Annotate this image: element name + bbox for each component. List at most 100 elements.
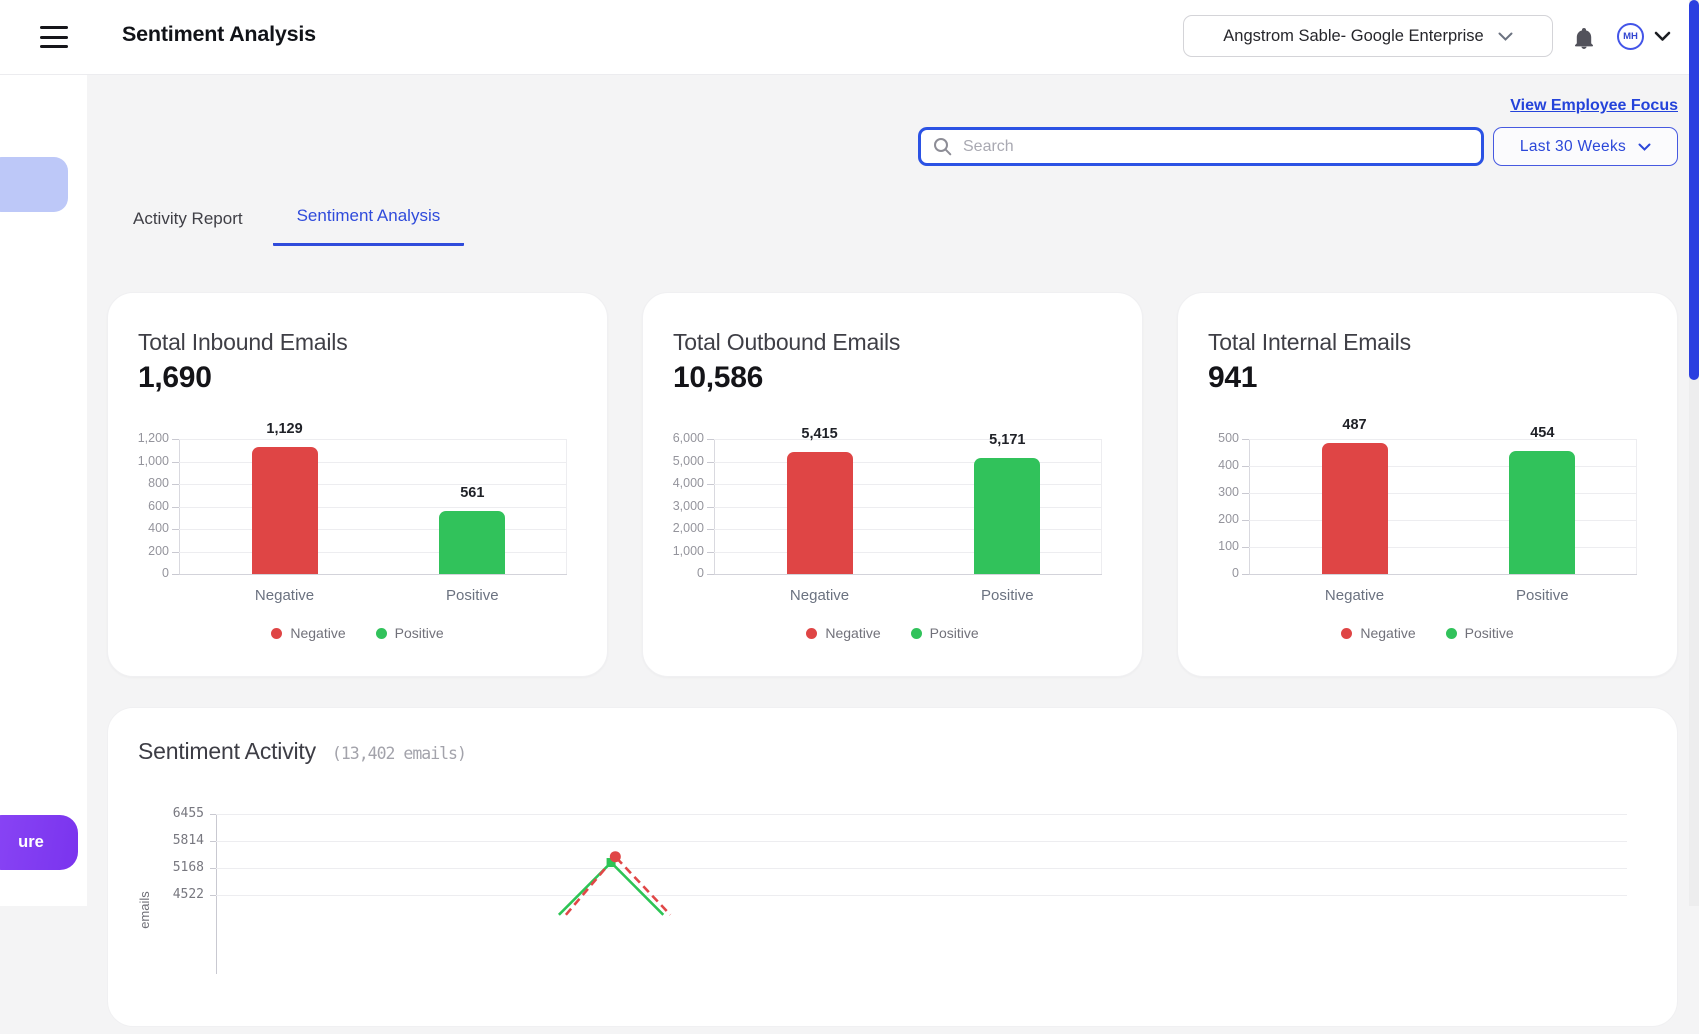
legend-dot <box>806 627 818 639</box>
bar-value-label: 5,415 <box>801 426 838 443</box>
gridline <box>172 574 567 575</box>
gridline <box>707 484 1102 485</box>
gridline <box>707 506 1102 508</box>
gridline <box>707 574 1102 575</box>
y-axis-tick-label: 0 <box>1232 566 1239 580</box>
gridline <box>172 506 567 508</box>
bar-negative[interactable] <box>1321 442 1388 574</box>
feature-button[interactable]: ure <box>0 815 78 870</box>
y-axis-tick-label: 6455 <box>172 806 204 821</box>
hamburger-menu-icon[interactable] <box>40 26 68 48</box>
legend-item-negative[interactable]: Negative <box>806 625 881 641</box>
page-title: Sentiment Analysis <box>122 22 316 46</box>
y-axis-tick-label: 300 <box>1218 485 1239 499</box>
y-axis-title: emails <box>137 891 152 929</box>
inbound-bar-chart: 1,200 1,000 800 600 400 200 0 1,129 Negative 561 P… <box>108 421 607 676</box>
card-title: Total Internal Emails <box>1208 329 1411 355</box>
gridline <box>210 840 1627 842</box>
card-title: Total Outbound Emails <box>673 329 901 355</box>
view-employee-focus-link[interactable]: View Employee Focus <box>1510 97 1678 114</box>
sidebar-item-active-highlight[interactable] <box>0 157 68 212</box>
date-range-label: Last 30 Weeks <box>1519 137 1627 155</box>
card-total-value: 1,690 <box>138 361 212 394</box>
gridline <box>1242 547 1637 548</box>
gridline <box>172 439 567 440</box>
y-axis-tick-label: 200 <box>148 543 169 558</box>
legend-label: Positive <box>929 625 979 641</box>
chart-legend: Negative Positive <box>643 625 1142 641</box>
y-axis-tick-label: 1,000 <box>137 453 169 468</box>
y-axis-tick-label: 5168 <box>172 859 204 875</box>
avatar-initials: MH <box>1623 31 1638 42</box>
bar-positive[interactable] <box>439 510 506 574</box>
date-range-dropdown[interactable]: Last 30 Weeks <box>1493 127 1678 166</box>
y-axis-tick-label: 0 <box>162 566 169 580</box>
y-axis-tick-label: 1,200 <box>137 431 169 445</box>
outbound-bar-chart: 6,000 5,000 4,000 3,000 2,000 1,000 0 5,415 Nega… <box>643 426 1142 676</box>
tab-activity-report[interactable]: Activity Report <box>133 209 243 228</box>
chevron-down-icon <box>1638 143 1651 151</box>
bar-negative[interactable] <box>786 452 853 574</box>
sentiment-activity-line-chart: emails 6455 5814 5168 4522 <box>137 806 1627 974</box>
series-line-positive[interactable] <box>557 860 665 916</box>
legend-dot <box>271 627 283 639</box>
organization-selector-label: Angstrom Sable- Google Enterprise <box>1223 26 1484 45</box>
sentiment-activity-card: Sentiment Activity (13,402 emails) emails… <box>107 707 1678 1027</box>
legend-item-negative[interactable]: Negative <box>271 625 346 641</box>
bar-plot-area: 500 400 300 200 100 0 487 Negative 454 Positive <box>1218 417 1637 604</box>
internal-bar-chart: 500 400 300 200 100 0 487 Negative 454 Positive Ne… <box>1178 417 1677 676</box>
y-axis-tick-label: 400 <box>148 521 169 535</box>
legend-item-positive[interactable]: Positive <box>1445 625 1514 641</box>
bar-negative[interactable] <box>251 447 318 574</box>
feature-button-label: ure <box>18 833 44 851</box>
gridline <box>1242 439 1637 440</box>
gridline <box>1242 574 1637 575</box>
legend-dot <box>1341 627 1353 639</box>
data-point-marker-negative[interactable] <box>609 851 621 863</box>
gridline <box>172 484 567 485</box>
y-axis-tick-label: 5,000 <box>672 453 704 468</box>
line-chart-canvas <box>557 851 672 916</box>
y-axis-tick-label: 400 <box>1218 458 1239 472</box>
scrollbar-track[interactable] <box>1689 0 1699 906</box>
sentiment-activity-subtitle: (13,402 emails) <box>331 744 467 763</box>
legend-label: Negative <box>290 625 346 641</box>
summary-cards-row: Total Inbound Emails 1,690 1,200 1,000 800… <box>107 292 1678 677</box>
organization-selector[interactable]: Angstrom Sable- Google Enterprise <box>1183 15 1553 57</box>
notifications-bell-icon[interactable] <box>1572 25 1596 51</box>
legend-item-negative[interactable]: Negative <box>1341 625 1416 641</box>
legend-dot <box>910 627 922 639</box>
card-total-outbound-emails: Total Outbound Emails 10,586 6,000 5,000 4… <box>642 292 1143 677</box>
legend-item-positive[interactable]: Positive <box>910 625 979 641</box>
bar-value-label: 5,171 <box>989 431 1026 448</box>
x-axis-category-label: Negative <box>1324 587 1385 604</box>
gridline <box>210 894 1627 896</box>
gridline <box>707 529 1102 530</box>
sentiment-activity-title-text: Sentiment Activity <box>138 738 316 764</box>
chevron-down-icon <box>1498 32 1513 41</box>
sidebar: ure <box>0 74 87 906</box>
card-title: Total Inbound Emails <box>138 329 348 355</box>
y-axis-tick-label: 100 <box>1218 539 1239 553</box>
card-total-internal-emails: Total Internal Emails 941 500 400 300 200 10… <box>1177 292 1678 677</box>
tab-sentiment-analysis[interactable]: Sentiment Analysis <box>272 206 465 246</box>
legend-item-positive[interactable]: Positive <box>375 625 444 641</box>
gridline <box>1242 466 1637 467</box>
data-point-marker-positive[interactable] <box>606 858 616 868</box>
gridline <box>707 439 1102 440</box>
scrollbar-thumb[interactable] <box>1689 0 1699 380</box>
avatar[interactable]: MH <box>1617 23 1644 50</box>
y-axis-tick-label: 3,000 <box>672 498 704 513</box>
chart-legend: Negative Positive <box>1178 625 1677 641</box>
y-axis-tick-label: 4522 <box>172 886 204 902</box>
bar-plot-area: 1,200 1,000 800 600 400 200 0 1,129 Negative 561 P… <box>138 421 567 604</box>
bar-plot-area: 6,000 5,000 4,000 3,000 2,000 1,000 0 5,415 Nega… <box>673 426 1102 604</box>
bar-value-label: 454 <box>1530 425 1555 442</box>
y-axis-tick-label: 6,000 <box>672 431 704 445</box>
top-bar: Sentiment Analysis Angstrom Sable- Googl… <box>0 0 1699 75</box>
bar-positive[interactable] <box>1509 451 1576 574</box>
bar-positive[interactable] <box>974 457 1041 574</box>
user-menu-chevron-icon[interactable] <box>1654 31 1671 42</box>
search-input[interactable] <box>961 136 1469 157</box>
card-total-value: 10,586 <box>673 361 763 394</box>
